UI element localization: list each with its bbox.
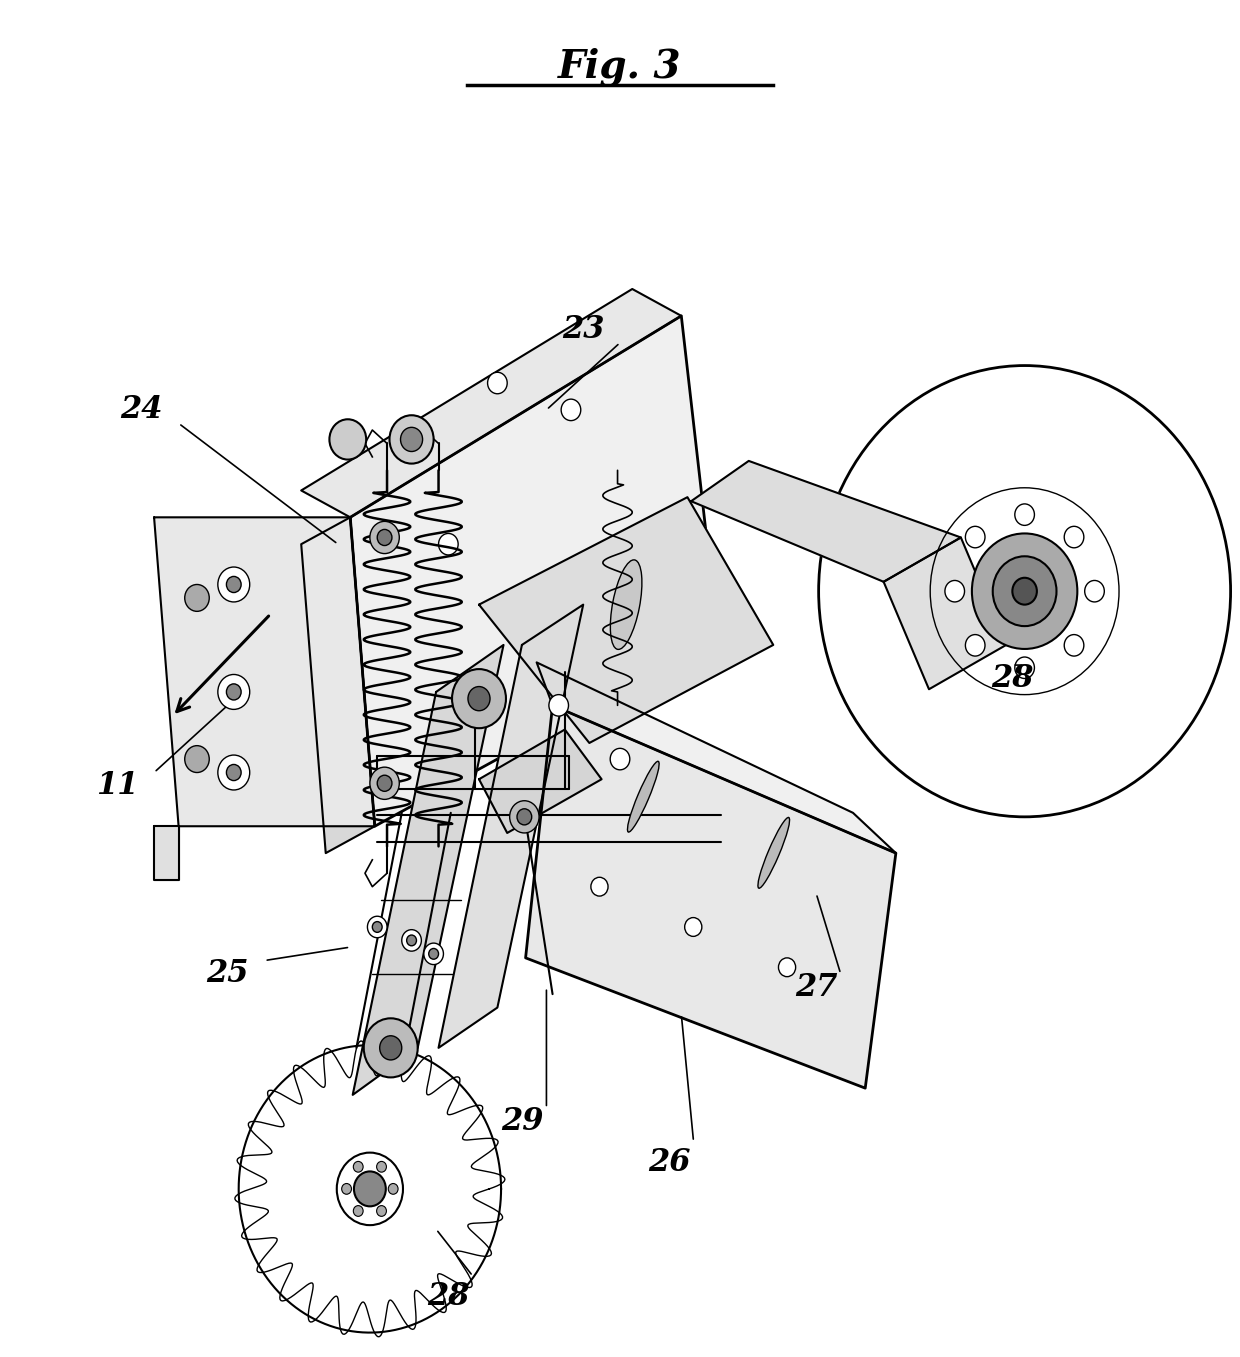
Circle shape: [227, 764, 241, 780]
Circle shape: [487, 372, 507, 394]
Circle shape: [388, 1183, 398, 1194]
Circle shape: [377, 1205, 387, 1216]
Circle shape: [684, 917, 702, 936]
Ellipse shape: [610, 560, 642, 650]
Text: 28: 28: [427, 1281, 470, 1312]
Circle shape: [353, 1171, 386, 1206]
Circle shape: [591, 877, 608, 896]
Circle shape: [353, 1205, 363, 1216]
Text: 28: 28: [991, 664, 1034, 693]
Circle shape: [401, 427, 423, 452]
Text: Fig. 3: Fig. 3: [558, 47, 682, 85]
Ellipse shape: [627, 761, 660, 832]
Circle shape: [453, 669, 506, 729]
Circle shape: [367, 916, 387, 938]
Circle shape: [945, 581, 965, 603]
Circle shape: [218, 674, 249, 710]
Circle shape: [218, 567, 249, 603]
Circle shape: [372, 921, 382, 932]
Circle shape: [818, 365, 1230, 817]
Circle shape: [1012, 578, 1037, 605]
Circle shape: [377, 775, 392, 791]
Circle shape: [779, 958, 796, 977]
Circle shape: [370, 767, 399, 799]
Polygon shape: [479, 497, 774, 744]
Circle shape: [1014, 657, 1034, 678]
Polygon shape: [537, 662, 895, 854]
Circle shape: [510, 801, 539, 833]
Text: 25: 25: [206, 958, 249, 989]
Circle shape: [429, 949, 439, 959]
Polygon shape: [691, 461, 961, 582]
Circle shape: [402, 930, 422, 951]
Circle shape: [562, 399, 580, 421]
Polygon shape: [526, 706, 895, 1088]
Circle shape: [342, 1183, 351, 1194]
Circle shape: [1064, 527, 1084, 548]
Text: 26: 26: [647, 1147, 691, 1178]
Circle shape: [407, 935, 417, 946]
Circle shape: [1085, 581, 1105, 603]
Polygon shape: [154, 826, 179, 879]
Polygon shape: [884, 537, 1006, 689]
Circle shape: [185, 585, 210, 612]
Circle shape: [610, 748, 630, 769]
Polygon shape: [154, 517, 374, 826]
Circle shape: [972, 533, 1078, 649]
Text: 24: 24: [120, 395, 164, 425]
Circle shape: [1064, 635, 1084, 655]
Text: 29: 29: [501, 1106, 543, 1137]
Circle shape: [966, 527, 985, 548]
Circle shape: [185, 745, 210, 772]
Polygon shape: [350, 316, 718, 826]
Polygon shape: [439, 605, 583, 1048]
Polygon shape: [301, 517, 374, 854]
Circle shape: [337, 1152, 403, 1225]
Circle shape: [330, 419, 366, 460]
Ellipse shape: [758, 817, 790, 889]
Circle shape: [227, 684, 241, 700]
Circle shape: [377, 1162, 387, 1172]
Circle shape: [966, 635, 985, 655]
Text: 23: 23: [562, 313, 604, 345]
Text: 27: 27: [795, 972, 837, 1003]
Circle shape: [549, 695, 568, 716]
Circle shape: [353, 1162, 363, 1172]
Circle shape: [467, 687, 490, 711]
Polygon shape: [301, 289, 681, 517]
Text: 11: 11: [95, 771, 139, 802]
Circle shape: [218, 754, 249, 790]
Circle shape: [389, 415, 434, 464]
Polygon shape: [352, 645, 503, 1095]
Circle shape: [517, 809, 532, 825]
Circle shape: [439, 533, 458, 555]
Circle shape: [377, 529, 392, 546]
Polygon shape: [479, 730, 601, 833]
Circle shape: [370, 521, 399, 554]
Circle shape: [227, 577, 241, 593]
Circle shape: [363, 1018, 418, 1077]
Circle shape: [1014, 503, 1034, 525]
Circle shape: [424, 943, 444, 965]
Circle shape: [379, 1035, 402, 1060]
Circle shape: [993, 556, 1056, 626]
